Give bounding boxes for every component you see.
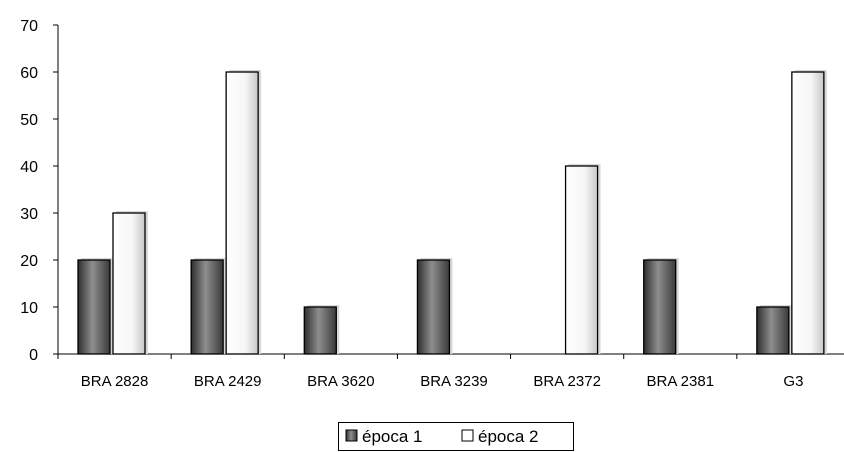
x-category-label: BRA 2381 — [647, 373, 715, 390]
x-category-label: BRA 3239 — [420, 373, 488, 390]
bar-epoca-1 — [416, 259, 451, 355]
x-category-label: BRA 3620 — [307, 373, 375, 390]
bar-epoca-2 — [112, 212, 146, 355]
legend-label: época 1 — [362, 427, 423, 446]
y-tick-label: 40 — [20, 159, 38, 176]
y-tick-label: 20 — [20, 253, 38, 270]
y-tick-label: 60 — [20, 65, 38, 82]
y-tick-label: 70 — [20, 18, 38, 35]
bar-epoca-1 — [303, 306, 337, 355]
legend-box — [338, 422, 574, 451]
x-category-label: G3 — [783, 373, 803, 390]
y-axis: 0 10 20 30 40 50 60 70 — [20, 18, 59, 364]
y-tick-label: 30 — [20, 206, 38, 223]
legend: época 1 época 2 — [338, 422, 574, 451]
x-category-label: BRA 2372 — [533, 373, 601, 390]
bar-epoca-1 — [643, 259, 677, 355]
bar-epoca-1 — [190, 259, 224, 355]
y-tick-label: 50 — [20, 112, 38, 129]
legend-swatch — [461, 429, 474, 442]
x-category-label: BRA 2429 — [194, 373, 262, 390]
bar-epoca-2 — [791, 71, 825, 355]
x-axis: BRA 2828 BRA 2429 BRA 3620 BRA 3239 BRA 2372… — [57, 353, 844, 390]
x-category-label: BRA 2828 — [81, 373, 149, 390]
y-tick-label: 10 — [20, 300, 38, 317]
bar-epoca-1 — [756, 306, 790, 355]
legend-label: época 2 — [478, 427, 539, 446]
bar-epoca-1 — [77, 259, 111, 355]
bars — [77, 70, 827, 355]
bar-epoca-2 — [564, 165, 599, 355]
bar-epoca-2 — [225, 71, 259, 355]
legend-swatch — [345, 429, 358, 442]
y-tick-label: 0 — [29, 347, 38, 364]
